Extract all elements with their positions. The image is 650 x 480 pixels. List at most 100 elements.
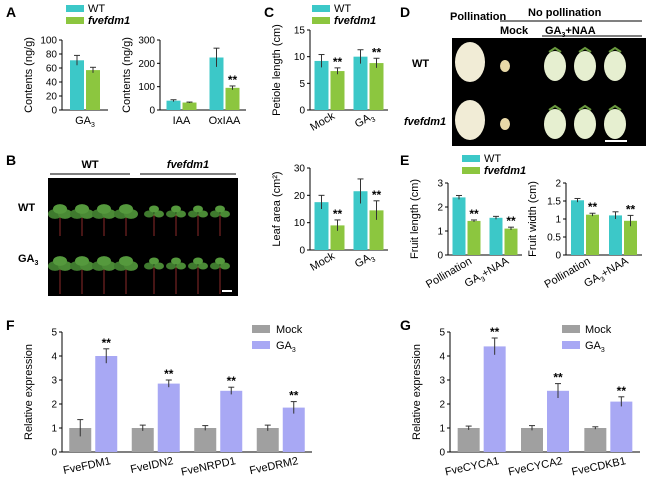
bar [256, 428, 279, 452]
significance-label: ** [617, 384, 627, 398]
y-tick-label: 5 [51, 328, 57, 339]
bar [624, 220, 637, 255]
photo-d-header-pollination: Pollination [450, 11, 507, 23]
significance-label: ** [227, 374, 237, 388]
bar [225, 87, 240, 110]
bar [353, 191, 368, 250]
bar [452, 197, 466, 255]
fruit-sepal [578, 104, 592, 111]
leaf [166, 210, 176, 218]
leaf [193, 257, 203, 265]
legend-label-mock: Mock [585, 324, 612, 336]
leaf [119, 204, 133, 214]
leaf [154, 210, 164, 218]
leaf [154, 262, 164, 270]
bar [86, 70, 100, 110]
legend-swatch-mock [252, 325, 270, 333]
fruit [544, 109, 566, 139]
y-tick-label: 80 [46, 50, 58, 61]
y-tick-label: 1 [555, 215, 561, 226]
significance-label: ** [228, 73, 238, 87]
bar [330, 225, 345, 250]
leaf [171, 205, 181, 213]
y-tick-label: 1 [437, 227, 443, 238]
bar [220, 390, 243, 452]
legend-g: Mock GA3 [562, 324, 612, 354]
panel-letter-a: A [6, 4, 16, 20]
bar [166, 100, 181, 110]
y-tick-label: 0 [299, 106, 305, 117]
bar [70, 60, 84, 110]
leaf [166, 262, 176, 270]
fruit [574, 51, 596, 81]
y-axis-label: Contents (ng/g) [23, 37, 35, 113]
legend-label-wt: WT [484, 153, 501, 165]
bar [314, 202, 329, 250]
y-tick-label: 20 [46, 92, 58, 103]
legend-swatch-ga3 [562, 341, 580, 349]
category-label: FveFDM1 [62, 455, 112, 477]
fruit [455, 42, 485, 82]
bar [586, 214, 599, 255]
chart-g: 0 1 2 3 4 5 Relative expression ** FveCYCA1 ** Fve… [411, 325, 640, 478]
legend-label-mutant: fvefdm1 [484, 165, 526, 177]
leaf [215, 205, 225, 213]
bar [504, 228, 518, 255]
legend-a: WT fvefdm1 [66, 3, 130, 27]
legend-label-mock: Mock [276, 324, 303, 336]
bar [369, 210, 384, 250]
category-label: Mock [308, 250, 337, 274]
bar [69, 428, 92, 452]
y-tick-label: 0 [51, 448, 57, 459]
y-tick-label: 10 [294, 218, 306, 229]
y-tick-label: 100 [138, 82, 155, 93]
y-tick-label: 4 [439, 352, 445, 363]
photo-d-row-label-wt: WT [412, 58, 429, 70]
y-tick-label: 0 [555, 251, 561, 262]
leaf [97, 204, 111, 214]
y-axis-label: Fruit length (cm) [409, 179, 421, 259]
bar [584, 428, 607, 452]
legend-swatch-wt [312, 5, 330, 12]
y-tick-label: 20 [294, 191, 306, 202]
legend-swatch-mock [562, 325, 580, 333]
category-label: FveIDN2 [129, 455, 174, 476]
leaf [176, 210, 186, 218]
category-label: GA3 [353, 250, 377, 272]
y-tick-label: 3 [439, 376, 445, 387]
scale-bar [222, 290, 232, 292]
legend-c: WT fvefdm1 [312, 3, 376, 27]
significance-label: ** [372, 188, 382, 202]
legend-label-mutant: fvefdm1 [88, 15, 130, 27]
legend-swatch-ga3 [252, 341, 270, 349]
y-axis-label: Relative expression [411, 344, 423, 440]
fruit [455, 100, 485, 140]
leaf [119, 256, 133, 266]
y-tick-label: 200 [138, 59, 155, 70]
y-tick-label: 10 [294, 52, 306, 63]
fruit [604, 109, 626, 139]
chart-c2: 0 10 20 30 Leaf area (cm²) ** Mock ** GA3 [271, 164, 388, 274]
y-axis-label: Contents (ng/g) [121, 37, 133, 113]
fruit-sepal [578, 46, 592, 53]
y-tick-label: 2 [439, 400, 445, 411]
fruit [544, 51, 566, 81]
fruit-sepal [608, 46, 622, 53]
category-label: FveDRM2 [248, 455, 299, 477]
panel-letter-e: E [400, 152, 409, 168]
panel-letter-f: F [6, 317, 15, 333]
y-tick-label: 0 [51, 106, 57, 117]
y-tick-label: 60 [46, 64, 58, 75]
fruit-sepal [548, 46, 562, 53]
panel-letter-b: B [6, 152, 16, 168]
bar [547, 390, 569, 452]
legend-label-ga3: GA3 [585, 340, 605, 354]
fruit-sepal [548, 104, 562, 111]
legend-label-mutant: fvefdm1 [334, 15, 376, 27]
fruit-sepal [608, 104, 622, 111]
bar [571, 200, 584, 255]
fruit [604, 51, 626, 81]
leaf [97, 256, 111, 266]
leaf [171, 257, 181, 265]
